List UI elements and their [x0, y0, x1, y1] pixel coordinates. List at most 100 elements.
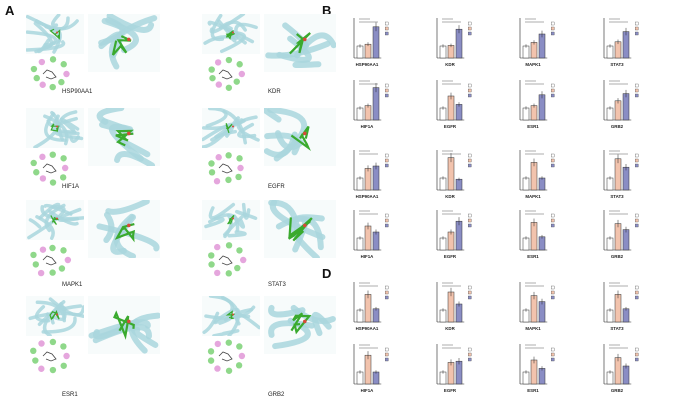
interaction-2d-diagram — [202, 240, 250, 280]
residue-node — [225, 339, 232, 346]
bar-chart: MAPK1 — [514, 14, 592, 70]
protein-ribbon — [92, 324, 152, 344]
protein-ribbon — [210, 13, 225, 42]
gene-tick-label: ESR1 — [527, 388, 539, 393]
residue-node — [38, 365, 45, 372]
legend-swatch — [635, 31, 639, 36]
legend-swatch — [551, 357, 555, 362]
bar — [614, 357, 622, 385]
bar-chart: ESR1 — [514, 340, 592, 396]
residue-node — [61, 164, 69, 172]
legend-swatch — [385, 88, 389, 93]
legend-swatch — [551, 347, 555, 352]
bar-chart: KDR — [431, 278, 509, 334]
residue-node — [39, 81, 46, 88]
bar-chart: MAPK1 — [514, 278, 592, 334]
ligand-molecule — [50, 215, 59, 225]
bar — [530, 105, 538, 121]
protein-ribbon — [25, 30, 58, 54]
protein-ribbon — [207, 20, 255, 44]
oxygen-atom — [232, 125, 234, 128]
legend-swatch — [635, 21, 639, 26]
legend-swatch — [551, 223, 555, 228]
bar — [455, 178, 463, 191]
legend-swatch — [551, 285, 555, 290]
residue-node — [30, 347, 37, 355]
bar — [439, 309, 447, 323]
bar-chart: STAT3 — [598, 146, 676, 202]
residue-node — [209, 74, 216, 82]
legend-swatch — [468, 88, 472, 93]
legend-swatch — [468, 223, 472, 228]
bar — [356, 45, 364, 59]
protein-ribbon — [109, 123, 144, 162]
bar — [522, 371, 530, 385]
bar — [530, 162, 538, 191]
protein-ribbon — [208, 213, 240, 232]
protein-ribbon — [35, 215, 55, 240]
residue-node — [58, 78, 65, 86]
protein-overview-image — [26, 296, 86, 338]
oxygen-atom — [232, 31, 234, 34]
legend-swatch — [385, 31, 389, 36]
gene-tick-label: HIF1A — [361, 388, 375, 393]
residue-node — [49, 83, 56, 91]
protein-ribbon — [113, 213, 137, 260]
ligand-skeleton — [42, 255, 57, 266]
residue-node — [49, 338, 57, 346]
binding-pocket-zoom-image — [264, 14, 337, 72]
protein-ribbon — [208, 202, 236, 220]
residue-node — [207, 348, 215, 355]
residue-node — [215, 154, 222, 161]
bar-chart: KDR — [431, 146, 509, 202]
legend-swatch — [551, 290, 555, 295]
oxygen-atom — [127, 37, 131, 42]
binding-pocket-zoom-image — [264, 199, 336, 261]
residue-node — [49, 179, 57, 186]
legend-swatch — [468, 26, 472, 31]
legend-swatch — [468, 285, 472, 290]
bar — [538, 94, 546, 121]
interaction-2d-diagram — [202, 148, 250, 188]
protein-overview-image — [202, 200, 260, 240]
gene-tick-label: GRB2 — [611, 388, 624, 393]
bar — [606, 309, 614, 323]
residue-node — [60, 61, 67, 68]
residue-node — [234, 264, 241, 272]
bar — [372, 231, 380, 251]
legend-swatch — [385, 163, 389, 168]
panel-label-b: B — [322, 3, 332, 18]
residue-node — [30, 65, 38, 73]
protein-name-label: EGFR — [268, 184, 285, 190]
legend-swatch — [468, 295, 472, 300]
bar-chart: ESR1 — [514, 206, 592, 262]
bar-chart: HIF1A — [348, 206, 426, 262]
binding-pocket-zoom-image — [88, 105, 160, 169]
protein-ribbon — [208, 294, 234, 322]
bar — [522, 107, 530, 121]
legend-swatch — [635, 26, 639, 31]
bar — [522, 177, 530, 191]
residue-node — [39, 246, 47, 253]
bar — [447, 362, 455, 385]
protein-name-label: HSP90AA1 — [62, 89, 93, 95]
residue-node — [32, 357, 39, 364]
bar — [614, 294, 622, 323]
protein-ribbon — [232, 214, 246, 229]
bar — [447, 45, 455, 59]
protein-name-label: KDR — [268, 89, 281, 95]
legend-swatch — [635, 357, 639, 362]
residue-node — [236, 343, 243, 350]
ligand-molecule — [50, 123, 60, 133]
protein-overview-image — [202, 294, 261, 338]
oxygen-atom — [127, 319, 131, 324]
bar — [372, 26, 380, 59]
bar — [356, 371, 364, 385]
legend-swatch — [385, 218, 389, 223]
legend-swatch — [635, 163, 639, 168]
bar — [622, 166, 630, 191]
bar-chart: STAT3 — [598, 14, 676, 70]
interaction-2d-diagram — [26, 240, 74, 280]
legend-swatch — [385, 158, 389, 163]
bar — [538, 33, 546, 59]
